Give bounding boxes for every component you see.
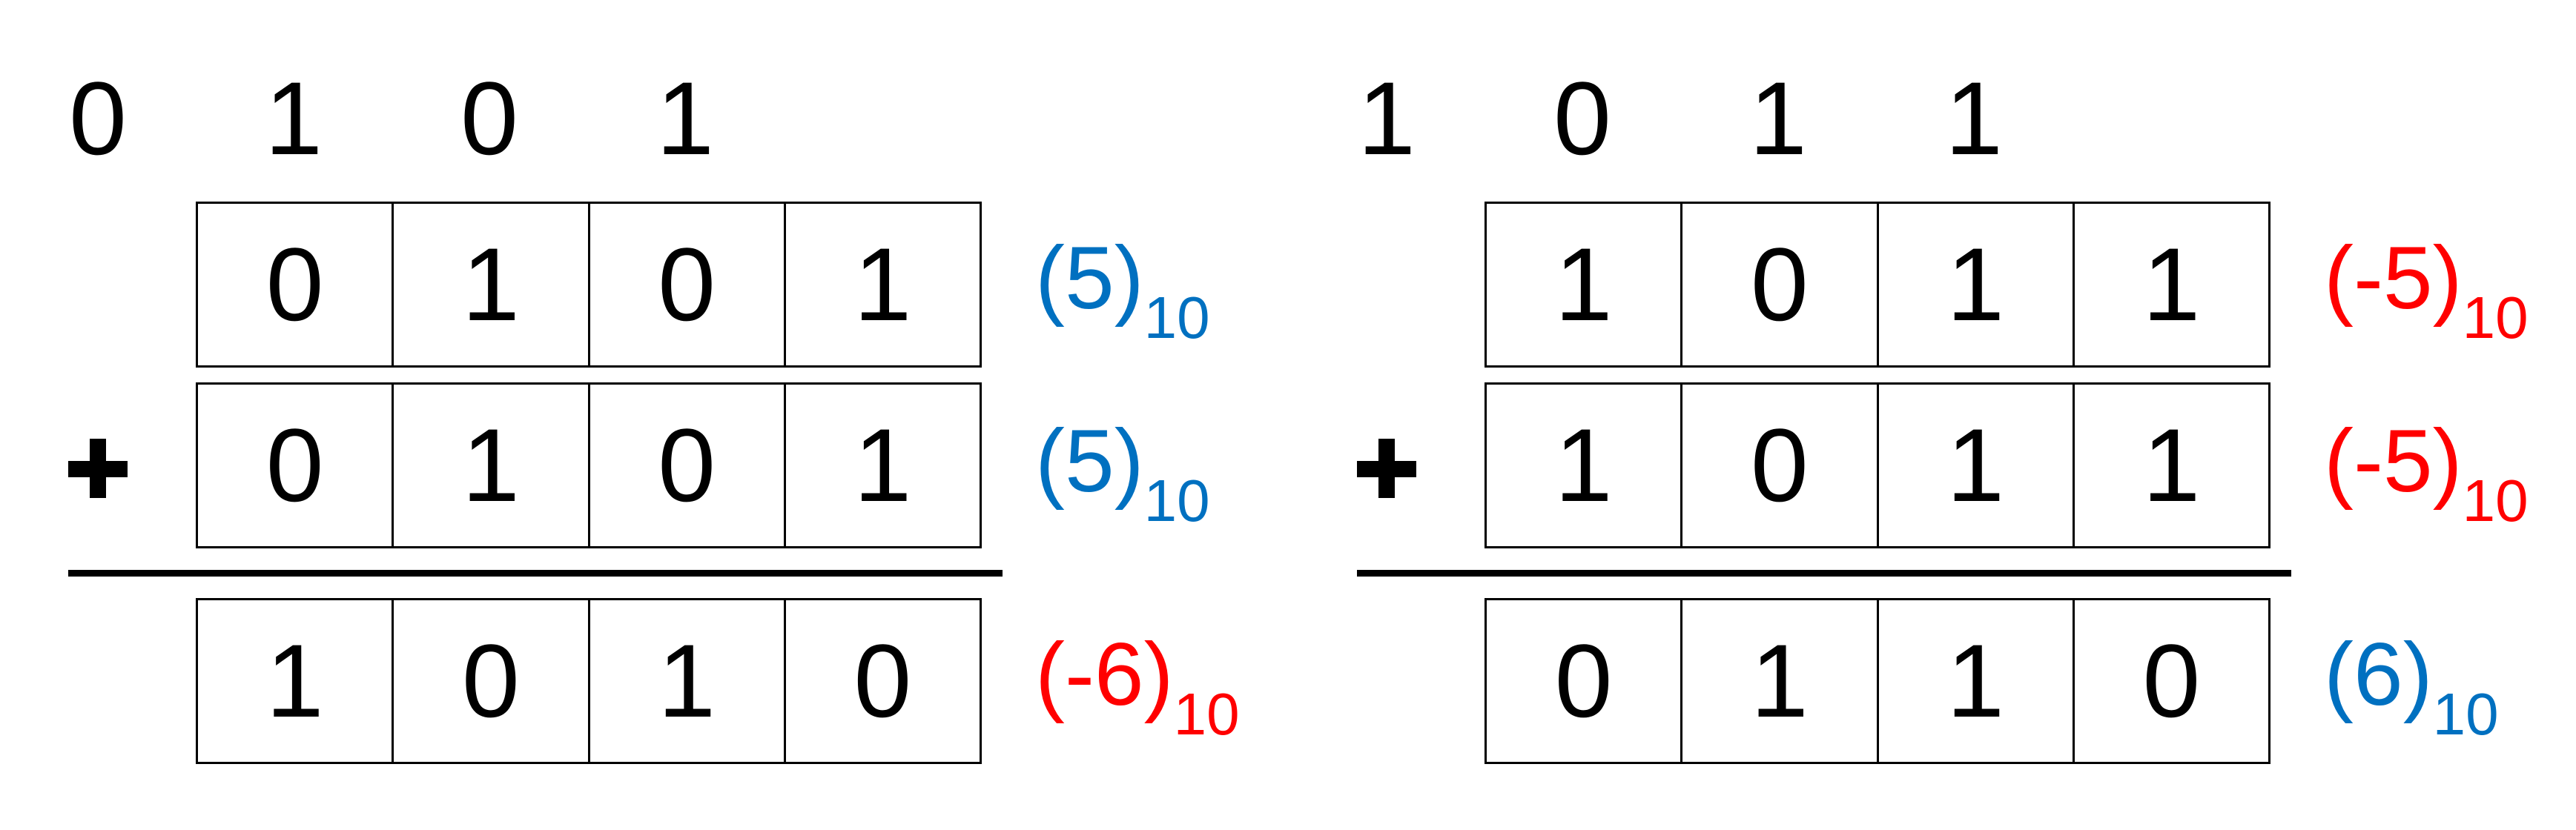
bit-cell: 1 — [392, 382, 590, 548]
bit-cell: 1 — [783, 202, 982, 368]
bit-cell: 1 — [783, 382, 982, 548]
addition-example-overflow-negative: 1 0 1 1 1 0 1 1 (-5)10 1 0 1 1 (-5)10 0 … — [1289, 0, 2529, 830]
operand-a-decimal-value: (-5)10 — [2324, 233, 2529, 348]
base-subscript: 10 — [2462, 285, 2529, 351]
decimal-value-text: (5) — [1035, 228, 1144, 328]
decimal-value-text: (-5) — [2324, 228, 2463, 328]
base-subscript: 10 — [1143, 468, 1210, 534]
bit-cell: 1 — [587, 598, 786, 764]
carry-row: 1 0 1 1 — [1289, 63, 2327, 174]
plus-operator-icon — [68, 433, 128, 507]
bit-cell: 0 — [587, 382, 786, 548]
bit-cell: 0 — [783, 598, 982, 764]
carry-bit: 0 — [460, 60, 518, 176]
operand-b-register: 1 0 1 1 — [1484, 382, 2270, 548]
bit-cell: 0 — [1484, 598, 1683, 764]
bit-cell: 0 — [392, 598, 590, 764]
carry-bit: 1 — [656, 60, 714, 176]
bit-cell: 0 — [196, 202, 394, 368]
bit-cell: 1 — [1876, 598, 2075, 764]
operand-b-register: 0 1 0 1 — [196, 382, 982, 548]
bit-cell: 0 — [196, 382, 394, 548]
base-subscript: 10 — [2432, 681, 2499, 747]
bit-cell: 0 — [587, 202, 786, 368]
operand-b-decimal-value: (5)10 — [1035, 416, 1210, 531]
decimal-value-text: (-5) — [2324, 411, 2463, 511]
decimal-value-text: (5) — [1035, 411, 1144, 511]
bit-cell: 1 — [1484, 202, 1683, 368]
bit-cell: 1 — [1876, 202, 2075, 368]
bit-cell: 1 — [392, 202, 590, 368]
base-subscript: 10 — [2462, 468, 2529, 534]
plus-operator-icon — [1357, 433, 1416, 507]
sum-register: 1 0 1 0 — [196, 598, 982, 764]
base-subscript: 10 — [1173, 681, 1240, 747]
bit-cell: 0 — [1680, 382, 1879, 548]
carry-bit: 1 — [265, 60, 323, 176]
bit-cell: 0 — [2072, 598, 2270, 764]
carry-bit: 0 — [69, 60, 127, 176]
operand-b-decimal-value: (-5)10 — [2324, 416, 2529, 531]
bit-cell: 1 — [196, 598, 394, 764]
decimal-value-text: (6) — [2324, 625, 2433, 724]
bit-cell: 1 — [2072, 382, 2270, 548]
bit-cell: 1 — [1680, 598, 1879, 764]
bit-cell: 1 — [1484, 382, 1683, 548]
sum-divider-line — [68, 570, 1003, 577]
operand-a-decimal-value: (5)10 — [1035, 233, 1210, 348]
carry-bit: 1 — [1358, 60, 1416, 176]
decimal-value-text: (-6) — [1035, 625, 1174, 724]
carry-bit: 0 — [1553, 60, 1611, 176]
base-subscript: 10 — [1143, 285, 1210, 351]
bit-cell: 1 — [2072, 202, 2270, 368]
operand-a-register: 0 1 0 1 — [196, 202, 982, 368]
bit-cell: 1 — [1876, 382, 2075, 548]
bit-cell: 0 — [1680, 202, 1879, 368]
carry-bit: 1 — [1749, 60, 1807, 176]
sum-decimal-value: (6)10 — [2324, 630, 2499, 744]
sum-decimal-value: (-6)10 — [1035, 630, 1240, 744]
carry-bit: 1 — [1945, 60, 2003, 176]
sum-register: 0 1 1 0 — [1484, 598, 2270, 764]
carry-row: 0 1 0 1 — [0, 63, 1038, 174]
addition-example-overflow-positive: 0 1 0 1 0 1 0 1 (5)10 0 1 0 1 (5)10 1 0 … — [0, 0, 1240, 830]
sum-divider-line — [1357, 570, 2291, 577]
operand-a-register: 1 0 1 1 — [1484, 202, 2270, 368]
